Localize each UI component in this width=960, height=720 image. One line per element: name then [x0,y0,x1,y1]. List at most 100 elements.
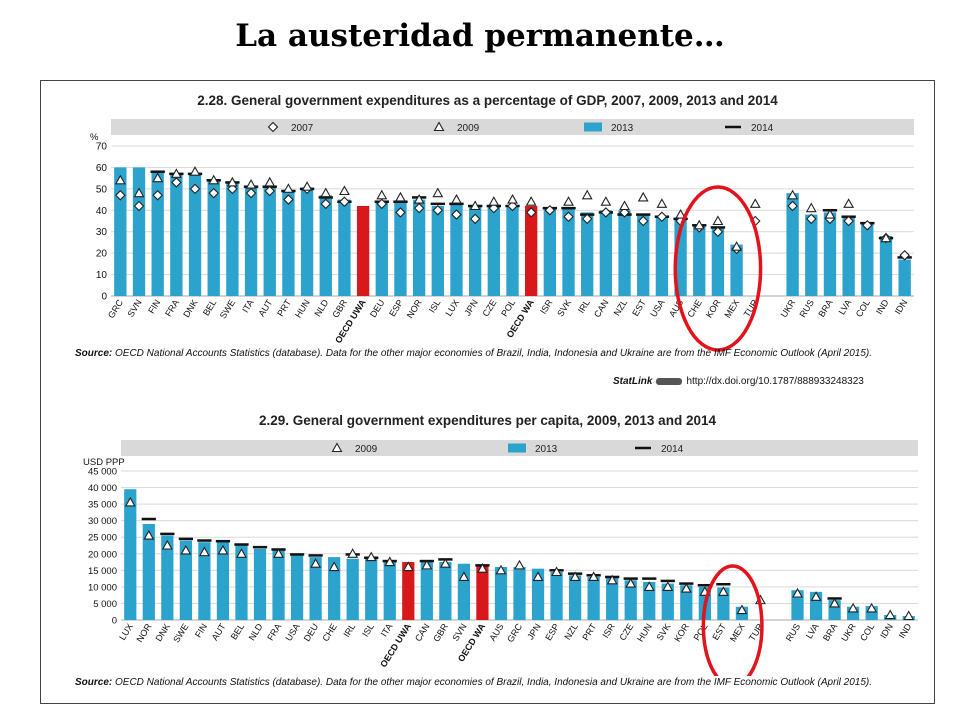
fig228-mark-2009-FIN [152,172,164,183]
fig228-category-label: ISL [427,298,443,315]
fig229-category-label: ITA [379,622,395,639]
fig229-category-label: AUS [487,622,505,643]
fig228-mark-2009-LUX [451,193,462,204]
fig228-category-label: AUT [256,297,274,318]
fig228-bar-IRL [581,212,594,296]
fig229-category-label: ISL [360,622,376,639]
fig229-bar-BEL [235,545,248,620]
fig228-ytick-label: 10 [96,270,108,281]
fig228-bar-FRA [170,173,183,296]
fig229-category-label: LUX [117,622,135,642]
fig228-mark-2007-USA [656,211,668,222]
fig228-mark-2009-IRL [581,189,593,200]
fig228-legend-2009-label: 2009 [457,123,480,134]
fig229-legend-2014-label: 2014 [661,444,684,455]
fig228-category-label: USA [648,298,666,319]
fig229-category-label: FIN [193,622,209,640]
figure-frame: 2.28. General government expenditures as… [40,80,935,704]
fig229-bar-OECD WA [476,565,489,620]
fig228-mark-2009-NLD [320,187,332,198]
fig229-legend-2013-label: 2013 [535,444,558,455]
fig228-mark-2007-AUT [264,185,276,197]
fig228-bar-DNK [188,173,202,296]
fig229-category-label: NZL [562,622,579,642]
fig229-mark-2009-LVA [810,591,822,601]
fig228-mark-2007-UKR [787,200,798,212]
fig229-plot: 2009 2013 2014 0 5 000 10 000 15 000 20 000 25 0… [83,440,918,676]
fig228-category-label: IND [874,297,891,316]
fig229-bar-GBR [439,562,452,620]
fig229-gridline [121,536,918,538]
fig229-mark-2009-OECD UWA [402,561,414,572]
fig229-ytick-label: 10 000 [88,582,117,593]
chart1-source-text: OECD National Accounts Statistics (datab… [112,348,873,359]
fig228-bar-AUT [263,186,276,296]
chart2-title: 2.29. General government expenditures pe… [259,413,716,428]
fig229-ytick-label: 40 000 [88,483,117,494]
fig229-legend-2013-marker [508,443,526,453]
fig229-category-label: DEU [302,622,321,643]
fig228-bar-SVN [132,167,146,296]
fig229-mark-2009-BEL [236,548,247,558]
fig229-category-label: IRL [341,622,357,639]
fig228-category-label: DEU [368,298,387,319]
fig229-bar-CZE [624,580,637,620]
fig228-category-label: ISR [538,297,555,315]
fig229-bar-GRC [513,567,526,620]
fig228-category-label: BRA [816,298,834,319]
fig228-legend-band [111,119,914,135]
fig229-mark-2009-GBR [439,558,451,568]
fig228-mark-2009-PRT [282,183,294,193]
fig228-bar-OECD WA [525,206,538,296]
fig229-mark-2009-MEX [736,604,748,615]
fig228-gridline [111,145,914,147]
fig228-mark-2009-HUN [301,181,313,191]
fig228-mark-2009-RUS [805,202,817,213]
fig229-mark-2009-PRT [588,571,600,582]
statlink-url[interactable]: http://dx.doi.org/10.1787/888933248323 [686,376,864,387]
fig229-category-label: CAN [413,622,432,643]
fig228-mark-2007-SVK [563,211,574,222]
fig228-bar-EST [637,214,650,296]
fig229-mark-2009-AUT [217,544,229,555]
fig228-bar-ITA [244,186,258,296]
fig228-category-label: SVN [125,298,143,319]
fig228-mark-2007-COL [862,220,873,231]
statlink-icon [656,377,683,385]
fig229-mark-2009-JPN [532,571,544,582]
fig228-bar-GBR [338,199,351,296]
fig228-category-label: NLD [312,297,330,318]
fig229-mark-2009-BRA [829,597,841,608]
fig228-mark-2007-LUX [451,209,462,220]
fig229-mark-2009-UKR [847,602,859,613]
fig228-category-label: GBR [330,297,349,319]
fig228-category-label: COL [854,298,872,319]
fig228-mark-2009-SVK [563,196,574,206]
fig229-y-unit: USD PPP [83,457,125,468]
fig228-bar-LUX [450,203,463,296]
fig229-category-label: KOR [672,621,691,643]
fig228-mark-2009-TUR [749,198,761,208]
fig228-mark-2007-GBR [339,196,350,207]
fig229-mark-2009-IDN [884,609,896,620]
fig228-category-label: CZE [481,298,499,319]
fig229-ytick-label: 20 000 [88,549,117,560]
fig228-highlight-ellipse [673,185,763,352]
fig229-mark-2009-SVN [458,571,470,582]
fig229-ytick-label: 30 000 [88,516,117,527]
fig228-bar-ISR [543,208,557,296]
fig229-category-label: SVK [654,622,672,643]
fig228-mark-2007-SVN [133,200,145,212]
fig229-category-label: NLD [247,621,265,642]
fig228-mark-2009-POL [507,193,518,204]
fig228-gridline [111,166,914,168]
fig229-mark-2009-RUS [792,587,803,598]
fig229-category-label: MEX [728,622,747,644]
fig228-mark-2007-FRA [171,177,182,188]
chart2-source: Source: OECD National Accounts Statistic… [75,676,925,689]
fig229-category-label: SVN [450,622,468,643]
fig228-category-label: PRT [275,297,293,318]
fig229-bar-ESP [550,571,563,620]
fig229-ytick-label: 35 000 [88,500,117,511]
fig228-mark-2009-AUS [675,208,687,219]
